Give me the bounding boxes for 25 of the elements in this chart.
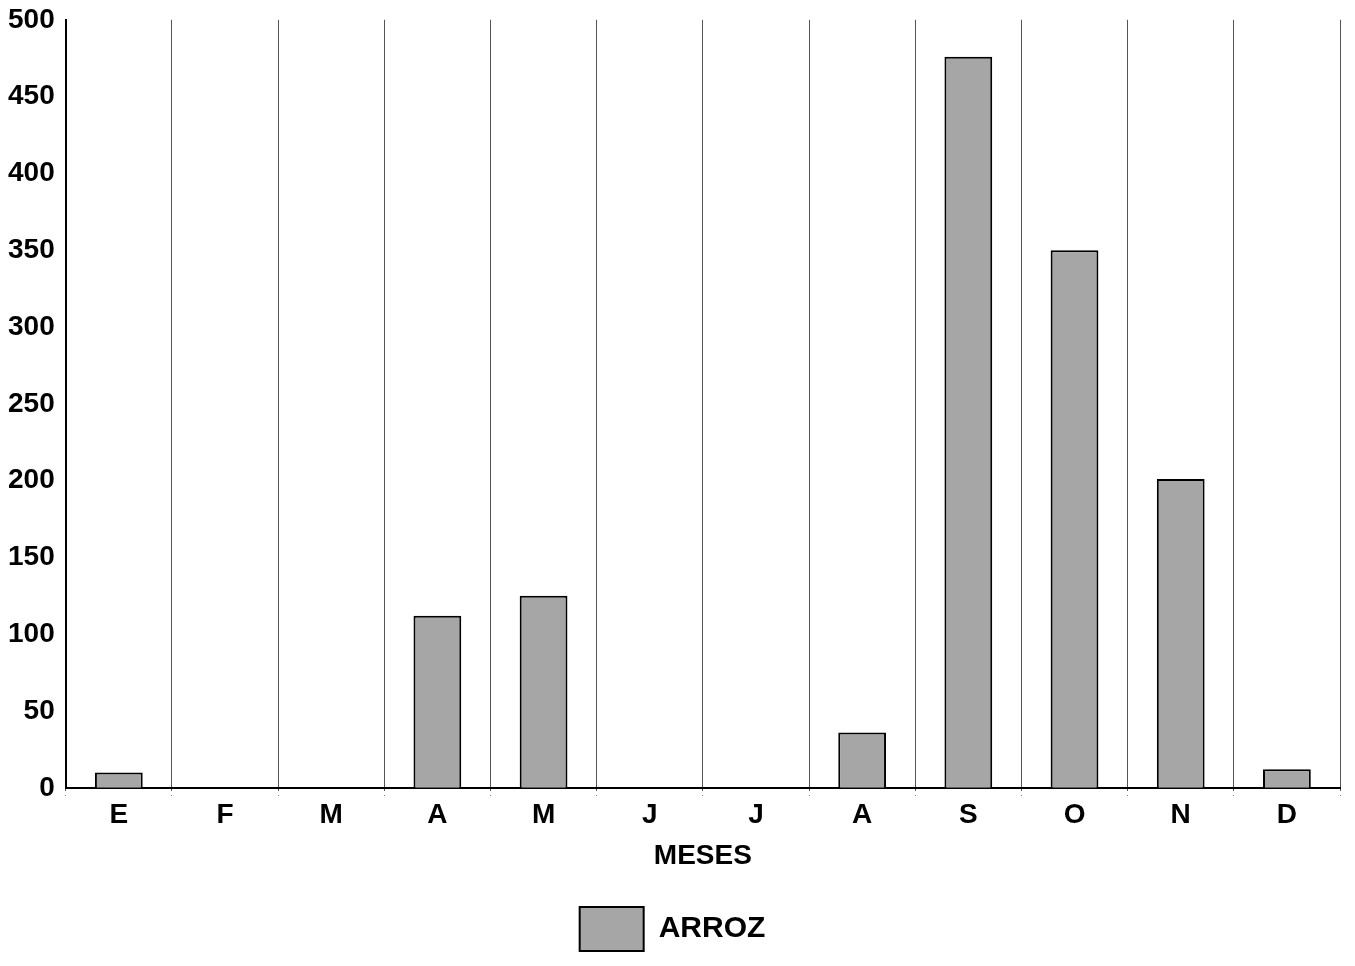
x-tick-label: A (427, 798, 448, 830)
y-tick-label: 150 (8, 540, 55, 572)
y-tick-label: 50 (23, 693, 55, 725)
x-tick-label: M (319, 798, 343, 830)
x-tick-label: J (748, 798, 764, 830)
y-tick-label: 200 (8, 463, 55, 495)
y-tick-label: 300 (8, 309, 55, 341)
legend-label: ARROZ (658, 910, 766, 944)
x-tick-label: S (958, 798, 978, 830)
x-tick-label: J (641, 798, 658, 830)
x-tick-label: N (1170, 798, 1191, 830)
x-tick-label: E (109, 798, 129, 830)
y-tick-label: 450 (8, 79, 55, 111)
x-axis-title: MESES (653, 838, 752, 870)
y-tick-label: 100 (8, 616, 55, 648)
x-tick-label: O (1063, 798, 1086, 830)
x-tick-label: M (531, 798, 556, 830)
y-tick-label: 350 (8, 232, 55, 264)
y-tick-label: 400 (8, 156, 55, 188)
x-tick-label: D (1276, 798, 1298, 830)
y-tick-label: 0 (39, 770, 55, 802)
y-tick-label: 250 (8, 386, 55, 418)
x-tick-label: F (216, 798, 234, 830)
x-tick-label: A (852, 798, 873, 830)
y-tick-label: 500 (8, 2, 55, 34)
